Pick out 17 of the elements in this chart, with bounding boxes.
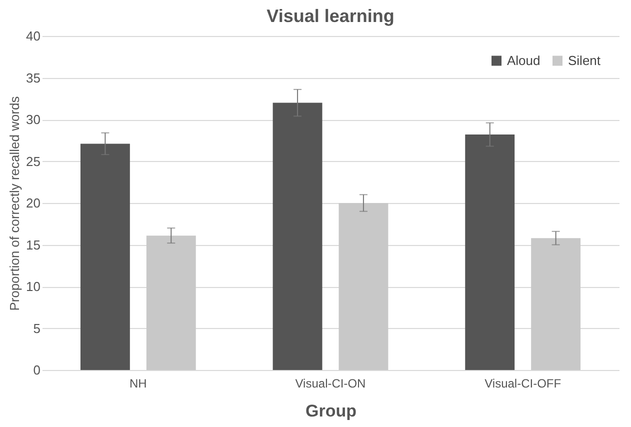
y-tick-label: 15 [26,237,40,252]
y-tick-label: 40 [26,28,40,44]
x-axis-title: Group [306,402,356,420]
legend-label: Aloud [507,52,540,68]
x-tick-label: Visual-CI-OFF [484,376,562,390]
y-tick-label: 30 [26,112,40,127]
x-tick-label: NH [129,376,147,390]
chart-title: Visual learning [266,6,394,26]
y-tick-label: 5 [33,320,40,336]
y-tick-label: 0 [33,362,40,378]
legend-label: Silent [568,52,601,68]
y-axis-title: Proportion of correctly recalled words [7,96,22,311]
y-tick-label: 10 [26,279,40,294]
y-tick-label: 20 [26,196,40,210]
x-tick-label: Visual-CI-ON [295,376,366,390]
y-tick-label: 35 [26,70,40,86]
y-tick-label: 25 [26,154,40,169]
